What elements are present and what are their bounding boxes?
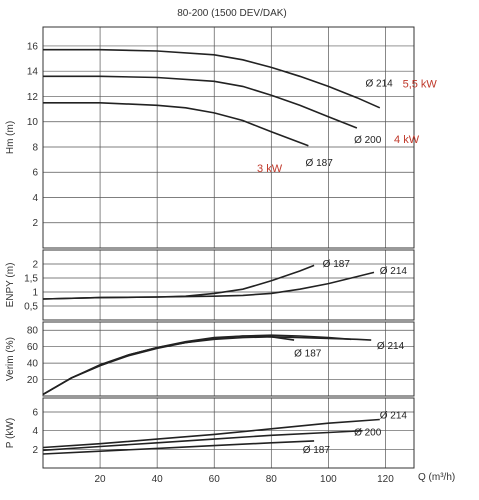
motor-power-label: 4 kW	[394, 134, 420, 146]
curve-label: Ø 187	[306, 158, 334, 169]
panel-frame	[42, 249, 415, 321]
curve-label: Ø 200	[354, 427, 382, 438]
panel-head: 2 4 6 8 10 12 14 16 Hm (m) Ø 214 Ø 200 Ø 187 5,5 kW 4…	[5, 26, 438, 249]
y-axis-label-npsh: ENPY (m)	[5, 263, 16, 308]
panel-frame	[42, 321, 415, 397]
curve-power-200	[42, 429, 363, 452]
y-tick-label: 6	[32, 408, 38, 419]
curve-label: Ø 214	[377, 341, 405, 352]
x-tick-label: 80	[266, 474, 278, 485]
curve-head-214	[43, 48, 381, 109]
curve-label: Ø 187	[294, 349, 322, 360]
y-tick-label: 4	[32, 426, 38, 437]
y-tick-label: 2	[32, 218, 38, 229]
y-axis-label-head: Hm (m)	[5, 121, 16, 154]
curve-npsh-214	[42, 271, 375, 300]
curve-efficiency-214	[42, 335, 372, 396]
curve-head-200	[43, 75, 358, 129]
panel-npsh: 0,5 1 1,5 2 ENPY (m) Ø 187 Ø 214	[5, 249, 415, 321]
x-tick-label: 100	[320, 474, 337, 485]
y-tick-label: 60	[27, 342, 39, 353]
y-tick-label: 40	[27, 359, 39, 370]
y-tick-label: 0,5	[24, 302, 38, 313]
panel-efficiency: 20 40 60 80 Verim (%) Ø 187 Ø 214	[5, 321, 415, 397]
curve-label: Ø 214	[380, 411, 408, 422]
y-tick-label: 8	[32, 142, 38, 153]
panel-power: 2 4 6 P (kW) Ø 214 Ø 200 Ø 187	[5, 397, 415, 469]
x-axis-label: Q (m³/h)	[418, 472, 455, 483]
y-tick-label: 2	[32, 260, 38, 271]
y-axis-label-efficiency: Verim (%)	[5, 337, 16, 381]
y-axis-label-power: P (kW)	[5, 418, 16, 448]
panel-frame	[42, 397, 415, 469]
curve-label: Ø 214	[365, 78, 393, 89]
y-tick-label: 12	[27, 92, 39, 103]
curve-label: Ø 200	[354, 135, 382, 146]
motor-power-label: 5,5 kW	[403, 79, 438, 91]
y-tick-label: 20	[27, 375, 39, 386]
curve-label: Ø 214	[380, 266, 408, 277]
curve-label: Ø 187	[303, 445, 331, 456]
panel-frame	[42, 26, 415, 249]
curve-label: Ø 187	[323, 259, 351, 270]
x-tick-label: 60	[209, 474, 221, 485]
y-tick-label: 1	[32, 288, 38, 299]
curve-npsh-187	[42, 264, 315, 300]
y-tick-label: 14	[27, 67, 39, 78]
x-tick-label: 40	[152, 474, 164, 485]
y-tick-label: 10	[27, 117, 39, 128]
y-tick-label: 4	[32, 193, 38, 204]
curve-efficiency-187	[42, 335, 295, 396]
y-tick-label: 1,5	[24, 274, 38, 285]
x-tick-label: 120	[377, 474, 394, 485]
y-tick-label: 2	[32, 445, 38, 456]
y-tick-label: 16	[27, 41, 39, 52]
chart-title: 80-200 (1500 DEV/DAK)	[177, 8, 287, 19]
curve-power-214	[42, 418, 380, 449]
curve-head-187	[43, 102, 309, 147]
motor-power-label: 3 kW	[257, 163, 283, 175]
y-tick-label: 6	[32, 168, 38, 179]
curve-efficiency-200	[42, 334, 352, 396]
y-tick-label: 80	[27, 326, 39, 337]
x-tick-label: 20	[95, 474, 107, 485]
curve-power-187	[42, 440, 315, 455]
